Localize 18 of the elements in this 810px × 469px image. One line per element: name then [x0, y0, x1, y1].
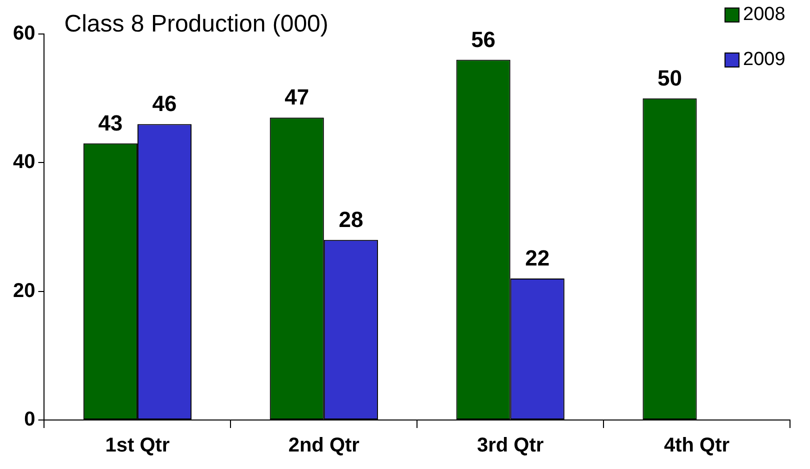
data-label: 22 [525, 246, 550, 271]
data-label: 47 [284, 84, 310, 110]
y-tick-label: 0 [24, 408, 36, 431]
legend-label: 2009 [743, 49, 786, 70]
data-label: 43 [98, 110, 123, 136]
chart-title: Class 8 Production (000) [64, 10, 328, 38]
y-tick-label: 60 [12, 22, 36, 45]
y-tick-label: 40 [12, 151, 36, 174]
data-label: 56 [471, 26, 496, 52]
data-label: 28 [338, 206, 364, 232]
x-tick-label: 3rd Qtr [477, 434, 544, 457]
x-tick-label: 4th Qtr [664, 434, 730, 457]
legend-label: 2008 [743, 4, 786, 26]
data-label: 46 [152, 91, 177, 116]
y-tick-label: 20 [12, 280, 36, 302]
x-tick-label: 1st Qtr [105, 434, 170, 457]
data-label: 50 [658, 65, 682, 90]
x-tick-label: 2nd Qtr [288, 434, 360, 457]
